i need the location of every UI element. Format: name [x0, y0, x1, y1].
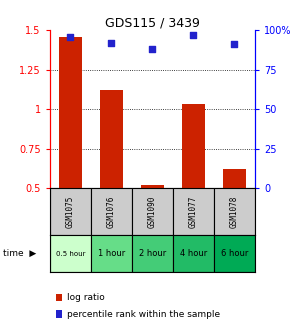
Text: percentile rank within the sample: percentile rank within the sample: [67, 310, 220, 319]
Text: 0.5 hour: 0.5 hour: [56, 251, 85, 257]
Text: GSM1090: GSM1090: [148, 196, 157, 228]
Title: GDS115 / 3439: GDS115 / 3439: [105, 16, 200, 29]
Point: [191, 32, 196, 38]
Text: log ratio: log ratio: [67, 293, 104, 302]
Point: [150, 46, 155, 52]
Bar: [141, 185, 163, 188]
Bar: [173, 235, 214, 272]
Point: [109, 40, 114, 46]
Bar: [214, 235, 255, 272]
Bar: [173, 188, 214, 235]
Text: GSM1077: GSM1077: [189, 196, 198, 228]
Bar: [59, 37, 81, 188]
Text: GSM1076: GSM1076: [107, 196, 116, 228]
Bar: [132, 235, 173, 272]
Bar: [91, 235, 132, 272]
Bar: [132, 188, 173, 235]
Bar: [223, 169, 246, 188]
Point: [68, 34, 73, 39]
Text: GSM1075: GSM1075: [66, 196, 75, 228]
Text: 4 hour: 4 hour: [180, 249, 207, 258]
Point: [232, 42, 237, 47]
Bar: [91, 188, 132, 235]
Text: 1 hour: 1 hour: [98, 249, 125, 258]
Text: 6 hour: 6 hour: [221, 249, 248, 258]
Text: GSM1078: GSM1078: [230, 196, 239, 228]
Bar: [50, 188, 91, 235]
Bar: [50, 235, 91, 272]
Bar: [100, 90, 123, 188]
Bar: [182, 104, 205, 188]
Text: 2 hour: 2 hour: [139, 249, 166, 258]
Text: time  ▶: time ▶: [3, 249, 36, 258]
Bar: [214, 188, 255, 235]
